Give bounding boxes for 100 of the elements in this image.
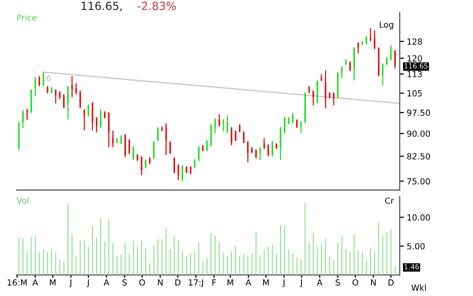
candlestick [226, 114, 228, 134]
y-tick-label: 5.00 [407, 243, 425, 250]
candlestick [182, 164, 184, 182]
y-tick-label: 10.00 [408, 214, 430, 221]
candlestick [63, 94, 65, 109]
x-tick-label: S [122, 279, 127, 286]
y-tick-label: 113 [408, 70, 422, 78]
candlestick [100, 108, 102, 129]
chart-subtitle: -2.83% [138, 2, 176, 10]
candlestick [84, 108, 86, 131]
x-tick-label: N [371, 279, 376, 286]
x-tick-label: S [336, 279, 340, 286]
candlestick [300, 120, 302, 134]
candlestick [165, 122, 167, 156]
candlestick [337, 72, 339, 99]
y-tick-label: 128 [408, 38, 422, 45]
candlestick [178, 164, 180, 181]
x-tick-label: N [158, 279, 163, 286]
candlestick [92, 102, 94, 131]
x-tick-label: A [104, 279, 110, 286]
candlestick [341, 66, 343, 79]
candlestick [46, 86, 48, 94]
candlestick [67, 86, 69, 120]
candlestick [324, 70, 326, 109]
x-tick-label: A [246, 279, 252, 286]
candlestick [128, 138, 130, 155]
x-tick-label: 17:J [188, 279, 203, 288]
candlestick [157, 126, 159, 142]
candlestick [218, 114, 220, 127]
candlestick [26, 108, 28, 121]
y-axis-title: Price [17, 14, 36, 21]
chart-title: 116.65, [82, 2, 122, 12]
candlestick [108, 112, 110, 148]
annotation: 6 [46, 75, 51, 82]
candlestick [34, 76, 36, 97]
x-tick-label: A [32, 279, 38, 286]
candlestick [284, 116, 286, 134]
x-tick-label: A [316, 279, 322, 286]
candlestick [263, 138, 265, 150]
candlestick [153, 140, 155, 160]
candlestick [280, 126, 282, 161]
y-tick-label: 97.50 [407, 110, 430, 116]
x-tick-label: J [300, 279, 302, 288]
candlestick [96, 116, 98, 133]
candlestick [390, 44, 392, 61]
candlestick [54, 88, 56, 104]
candlestick [42, 72, 44, 87]
candlestick [374, 30, 376, 50]
y-tick-label: 82.50 [407, 153, 430, 160]
candlestick [230, 126, 232, 146]
x-tick-label: F [212, 279, 216, 286]
candlestick [382, 62, 384, 86]
candlestick [173, 156, 176, 174]
y-tick-label: 120 [408, 55, 422, 62]
candlestick [370, 28, 372, 42]
candlestick [194, 158, 196, 169]
candlestick [247, 140, 249, 163]
candlestick [214, 118, 216, 134]
candlestick [259, 146, 261, 161]
annotation: Log [380, 22, 394, 30]
y-axis-title: Vol [16, 197, 28, 204]
candlestick [186, 166, 188, 174]
candlestick [79, 90, 81, 109]
candlestick [124, 134, 126, 158]
annotation: Cr [385, 197, 394, 204]
x-tick-label: 16:M [8, 279, 27, 286]
x-tick-label: J [69, 279, 72, 288]
candlestick [169, 140, 171, 155]
candlestick [242, 130, 245, 144]
candlestick [292, 112, 294, 124]
candlestick [140, 156, 142, 176]
candlestick [316, 80, 318, 104]
x-tick-label: O [352, 279, 358, 286]
candlestick [144, 158, 146, 169]
candlestick [30, 88, 32, 114]
candlestick [198, 146, 200, 162]
candlestick [75, 82, 77, 95]
candlestick [88, 104, 90, 117]
y-tick-label: 75.00 [407, 178, 430, 184]
candlestick [272, 140, 274, 157]
x-tick-label: M [228, 279, 234, 286]
candlestick [132, 146, 134, 161]
x-tick-label: M [263, 279, 269, 286]
candlestick [38, 76, 40, 87]
candlestick [353, 46, 355, 81]
x-tick-label: D [175, 279, 180, 286]
candlestick [268, 144, 270, 157]
candlestick [161, 126, 163, 132]
x-tick-label: D [388, 279, 394, 286]
x-tick-label: J [86, 279, 89, 288]
candlestick [112, 130, 114, 148]
candlestick [116, 138, 118, 144]
y-tick-label: 90.00 [407, 130, 430, 137]
candlestick [206, 140, 208, 152]
candlestick [255, 148, 257, 159]
y-tick-label: 105 [408, 90, 422, 96]
candlestick [394, 50, 396, 69]
candlestick [312, 90, 314, 106]
x-tick-label: M [50, 279, 56, 286]
candlestick [210, 124, 212, 147]
